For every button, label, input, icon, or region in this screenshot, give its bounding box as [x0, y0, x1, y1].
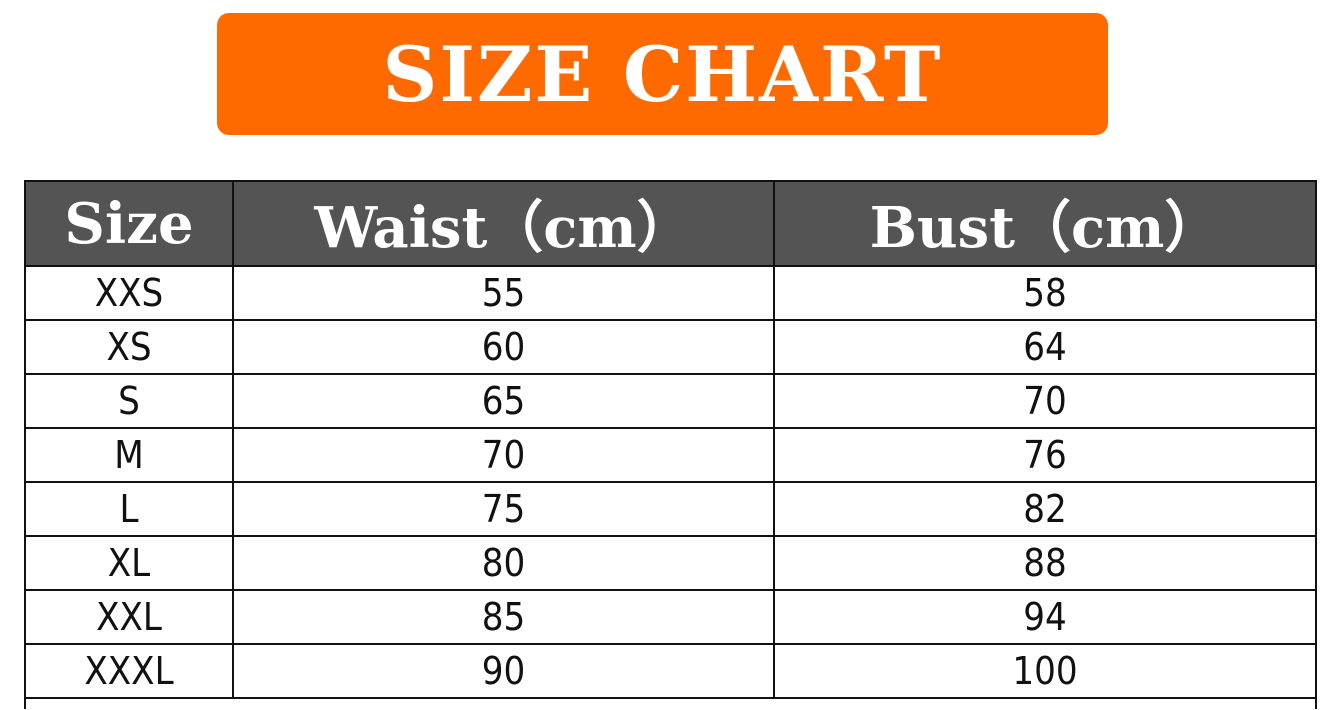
waist-cell: 90 — [232, 643, 775, 699]
size-cell: XXS — [24, 265, 234, 321]
size-table: Size Waist（cm） Bust（cm） XXS 55 58 XS 60 64 S 65… — [24, 180, 1317, 709]
size-chart-title: SIZE CHART — [217, 13, 1108, 135]
size-cell: S — [24, 373, 234, 429]
empty-cell — [24, 697, 1317, 709]
table-row: XXL 85 94 — [24, 589, 1317, 645]
table-row: M 70 76 — [24, 427, 1317, 483]
table-row: L 75 82 — [24, 481, 1317, 537]
waist-cell: 85 — [232, 589, 775, 645]
size-cell: XXXL — [24, 643, 234, 699]
bust-cell: 82 — [773, 481, 1317, 537]
table-row: XXS 55 58 — [24, 265, 1317, 321]
size-cell: L — [24, 481, 234, 537]
waist-cell: 65 — [232, 373, 775, 429]
header-waist: Waist（cm） — [232, 180, 775, 267]
waist-cell: 60 — [232, 319, 775, 375]
bust-cell: 58 — [773, 265, 1317, 321]
waist-cell: 75 — [232, 481, 775, 537]
waist-cell: 80 — [232, 535, 775, 591]
bust-cell: 100 — [773, 643, 1317, 699]
size-cell: XS — [24, 319, 234, 375]
header-size: Size — [24, 180, 234, 267]
header-row: Size Waist（cm） Bust（cm） — [24, 180, 1317, 267]
bust-cell: 70 — [773, 373, 1317, 429]
size-cell: XXL — [24, 589, 234, 645]
size-cell: M — [24, 427, 234, 483]
bust-cell: 76 — [773, 427, 1317, 483]
table-row-partial — [24, 697, 1317, 709]
header-bust: Bust（cm） — [773, 180, 1317, 267]
waist-cell: 70 — [232, 427, 775, 483]
table-row: S 65 70 — [24, 373, 1317, 429]
waist-cell: 55 — [232, 265, 775, 321]
table-row: XS 60 64 — [24, 319, 1317, 375]
size-cell: XL — [24, 535, 234, 591]
bust-cell: 94 — [773, 589, 1317, 645]
bust-cell: 64 — [773, 319, 1317, 375]
table-row: XL 80 88 — [24, 535, 1317, 591]
bust-cell: 88 — [773, 535, 1317, 591]
table-row: XXXL 90 100 — [24, 643, 1317, 699]
